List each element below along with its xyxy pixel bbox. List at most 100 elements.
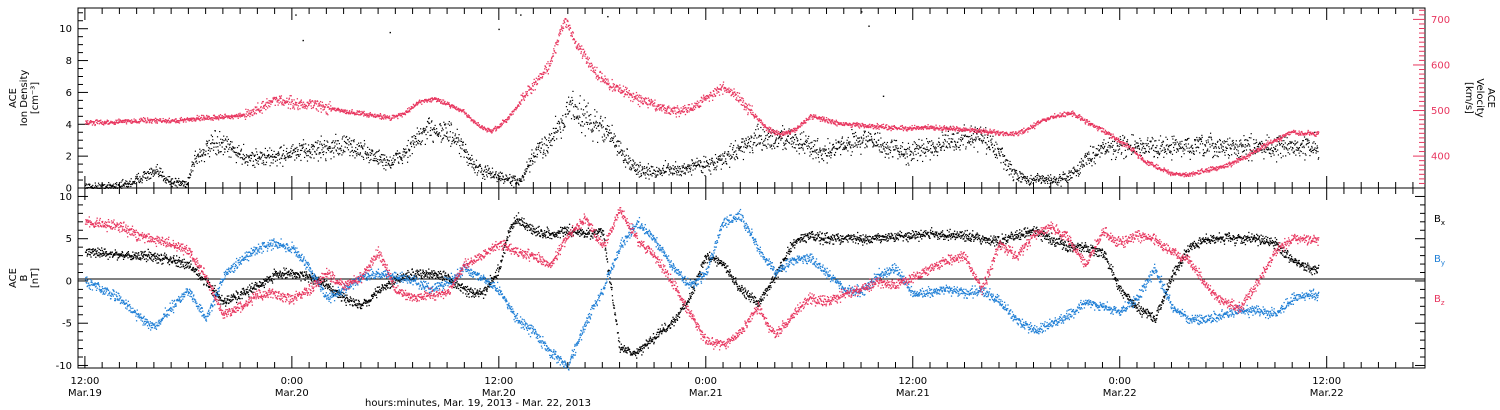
density-point xyxy=(351,150,353,152)
density-point xyxy=(1038,175,1040,177)
density-point xyxy=(877,143,879,146)
density-point xyxy=(1181,140,1183,142)
density-point xyxy=(460,155,462,158)
density-point xyxy=(211,147,213,150)
density-point xyxy=(1217,156,1219,158)
density-point xyxy=(535,148,537,150)
density-point xyxy=(758,136,760,138)
density-point xyxy=(356,144,358,146)
velocity-point xyxy=(535,80,537,82)
velocity-point xyxy=(437,97,440,100)
velocity-point xyxy=(300,99,303,101)
velocity-point xyxy=(258,108,260,110)
density-point xyxy=(1083,164,1085,166)
density-point xyxy=(516,181,518,183)
velocity-point xyxy=(88,123,90,125)
density-point xyxy=(1092,151,1095,154)
velocity-point xyxy=(372,114,374,117)
density-point xyxy=(1035,178,1038,181)
density-point xyxy=(664,171,666,174)
velocity-point xyxy=(626,91,628,93)
velocity-point xyxy=(410,107,413,109)
velocity-point xyxy=(507,117,509,119)
density-point xyxy=(961,138,964,140)
density-point xyxy=(1281,145,1283,147)
top-left-tick-label: 10 xyxy=(59,24,72,35)
density-point xyxy=(532,163,534,165)
density-point xyxy=(1054,176,1056,178)
density-point xyxy=(608,129,611,131)
velocity-point xyxy=(514,108,516,111)
density-point xyxy=(324,146,326,148)
density-point xyxy=(299,153,301,156)
density-point xyxy=(236,151,238,154)
density-point xyxy=(293,149,295,151)
density-point xyxy=(1283,148,1285,150)
density-point xyxy=(372,154,375,156)
density-point xyxy=(1285,155,1287,157)
density-point xyxy=(623,161,625,164)
density-point xyxy=(1152,144,1154,146)
velocity-point xyxy=(287,100,289,102)
density-point xyxy=(323,140,326,142)
density-point xyxy=(206,142,208,145)
density-point xyxy=(502,176,504,178)
velocity-point xyxy=(247,109,249,111)
density-point xyxy=(1087,157,1089,160)
velocity-point xyxy=(93,123,95,125)
density-point xyxy=(1029,182,1031,184)
velocity-point xyxy=(295,104,297,106)
density-point xyxy=(918,138,920,141)
velocity-point xyxy=(327,106,330,108)
density-point xyxy=(203,149,205,151)
velocity-point xyxy=(483,126,485,128)
density-point xyxy=(639,170,641,172)
density-point xyxy=(681,167,684,169)
density-point xyxy=(164,181,166,183)
density-point xyxy=(656,174,658,176)
density-point xyxy=(821,153,823,155)
density-point xyxy=(796,137,798,140)
velocity-point xyxy=(111,121,114,123)
density-point xyxy=(1100,147,1102,149)
velocity-point xyxy=(242,114,244,116)
density-point xyxy=(1314,131,1316,133)
density-point xyxy=(1037,179,1039,181)
density-point xyxy=(874,132,877,135)
velocity-point xyxy=(198,118,200,120)
density-point xyxy=(1233,144,1235,146)
velocity-point xyxy=(513,110,515,113)
velocity-point xyxy=(396,115,399,118)
velocity-point xyxy=(247,114,249,116)
density-point xyxy=(800,138,802,141)
velocity-point xyxy=(568,28,570,30)
density-point xyxy=(911,151,913,153)
density-point xyxy=(246,161,248,163)
density-point xyxy=(524,169,526,171)
density-point xyxy=(536,156,538,158)
density-point xyxy=(1064,178,1066,180)
velocity-point xyxy=(185,121,187,123)
density-point xyxy=(548,137,550,139)
velocity-point xyxy=(139,121,141,123)
density-point xyxy=(1133,150,1135,153)
velocity-point xyxy=(561,27,563,29)
density-point xyxy=(141,182,143,184)
velocity-point xyxy=(616,85,619,87)
velocity-point xyxy=(130,122,132,124)
velocity-point xyxy=(116,122,119,124)
density-point xyxy=(1180,156,1183,158)
velocity-point xyxy=(544,65,546,67)
density-point xyxy=(676,172,678,174)
velocity-point xyxy=(363,114,366,116)
density-point xyxy=(1299,155,1301,157)
density-point xyxy=(944,138,946,141)
density-point xyxy=(750,135,752,137)
velocity-point xyxy=(496,125,498,128)
density-point xyxy=(787,135,790,137)
velocity-point xyxy=(555,52,557,54)
density-point xyxy=(1283,140,1285,142)
density-point xyxy=(1080,158,1083,160)
density-point xyxy=(1315,150,1318,152)
density-point xyxy=(1216,155,1218,157)
